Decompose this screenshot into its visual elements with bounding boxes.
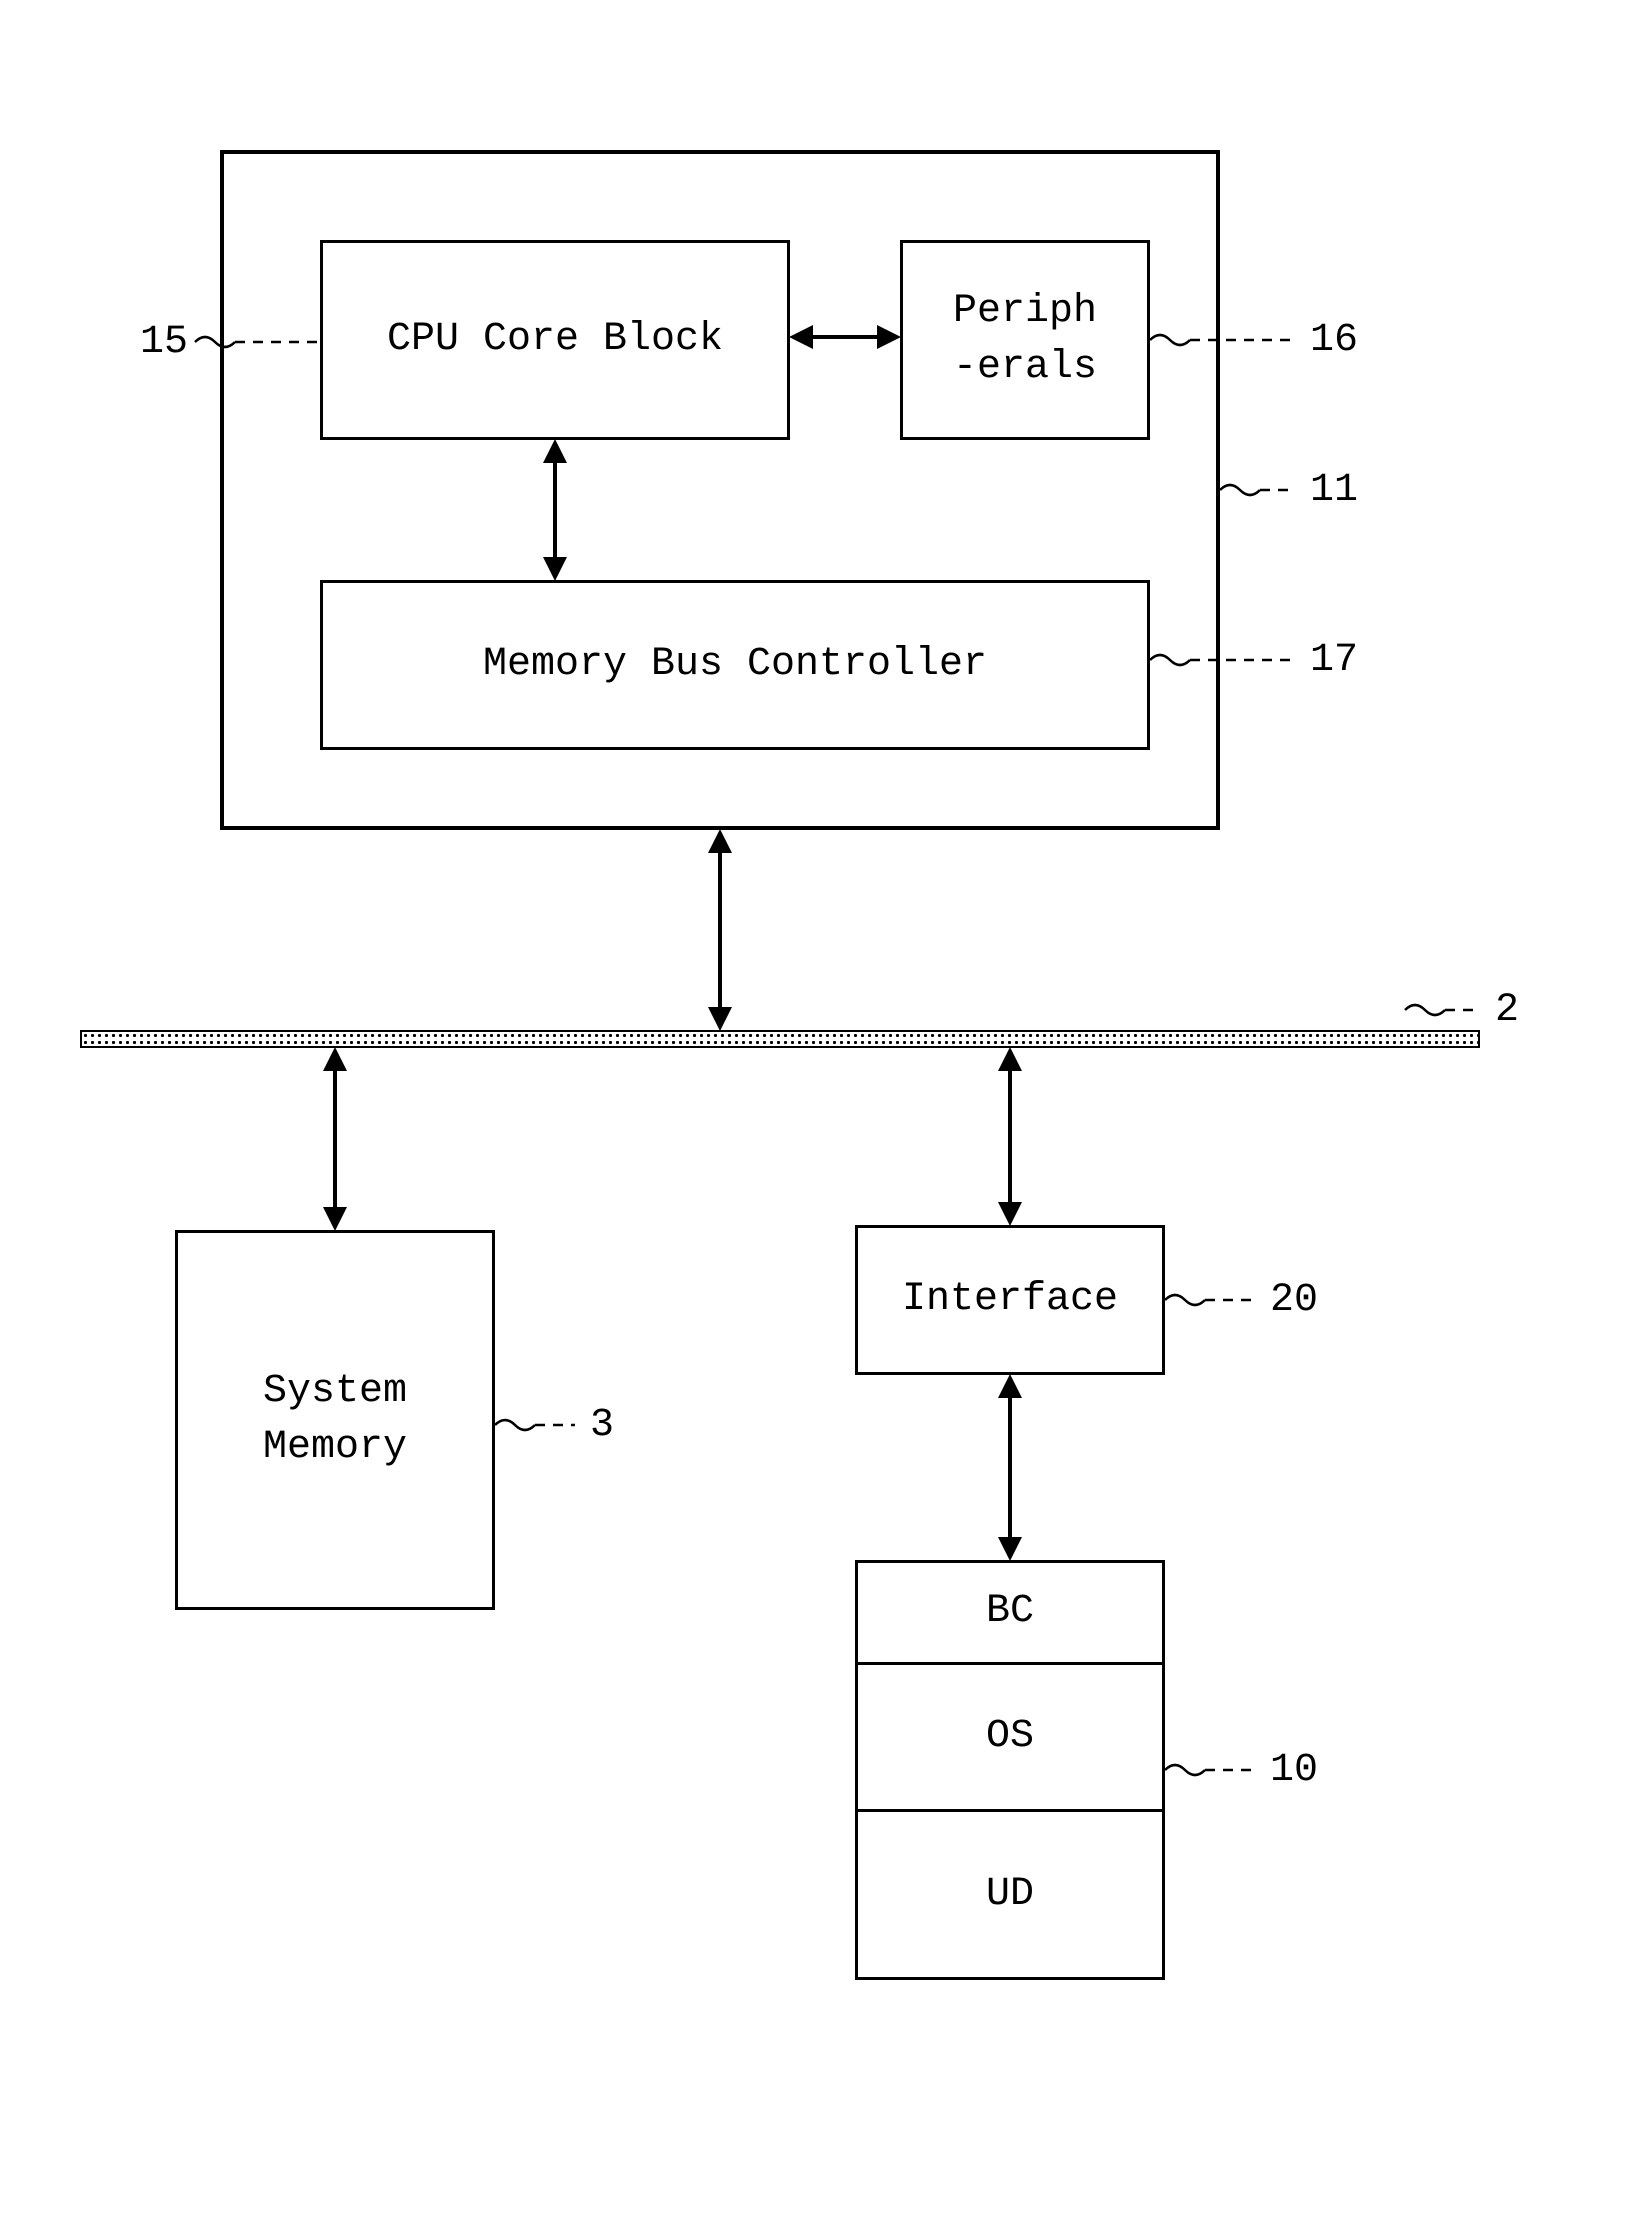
label-10: 10 <box>1270 1748 1318 1793</box>
arrows-svg <box>0 0 1627 2227</box>
label-16: 16 <box>1310 318 1358 363</box>
leader-11-curve <box>1220 485 1260 495</box>
leader-15-curve <box>195 337 235 347</box>
leader-17-curve <box>1150 655 1190 665</box>
leader-3-curve <box>495 1420 535 1430</box>
label-11: 11 <box>1310 468 1358 513</box>
label-15: 15 <box>140 320 188 365</box>
leader-10-curve <box>1165 1765 1205 1775</box>
label-3: 3 <box>590 1403 614 1448</box>
leader-20-curve <box>1165 1295 1205 1305</box>
label-2: 2 <box>1495 988 1519 1033</box>
label-17: 17 <box>1310 638 1358 683</box>
leader-2-curve <box>1405 1005 1445 1015</box>
label-20: 20 <box>1270 1278 1318 1323</box>
block-diagram: CPU Core Block Periph -erals Memory Bus … <box>0 0 1627 2227</box>
leader-16-curve <box>1150 335 1190 345</box>
